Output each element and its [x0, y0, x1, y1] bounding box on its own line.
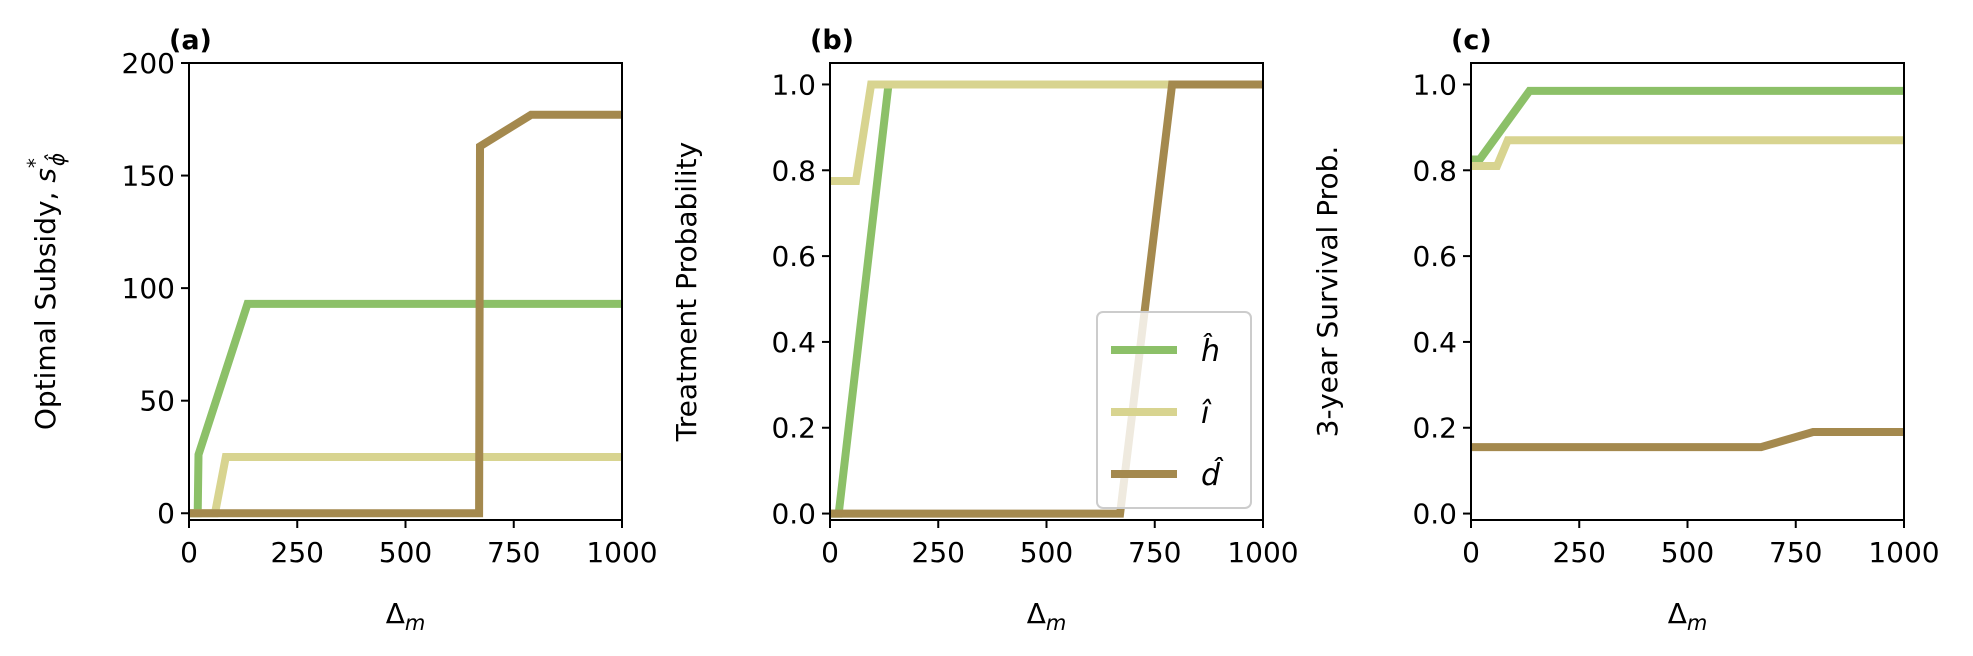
x-axis-label-sub: m [405, 611, 425, 635]
y-tick-label: 50 [139, 385, 175, 418]
series-line-d [189, 110, 622, 518]
panel-label: (b) [810, 25, 854, 56]
panel-label: (c) [1451, 25, 1492, 56]
x-axis-label-sub: m [1687, 611, 1707, 635]
x-tick-label: 750 [487, 536, 540, 569]
x-tick-label: 500 [379, 536, 432, 569]
x-tick-label: 0 [1462, 536, 1480, 569]
y-tick-label: 0.6 [1412, 240, 1457, 273]
series-line-i [1471, 136, 1904, 170]
panel-1: 0 250 500 750 1000 0 50 100 150 200(a) Δm Optimal S… [23, 25, 658, 635]
y-axis-label: 3-year Survival Prob. [1311, 146, 1344, 438]
y-tick-label: 0.2 [771, 412, 816, 445]
y-tick-label: 0.8 [1412, 154, 1457, 187]
x-axis-label: Δm [386, 597, 426, 635]
legend-label-d: d̂ [1201, 457, 1224, 493]
y-tick-label: 0.0 [1412, 498, 1457, 531]
x-axis-label-main: Δ [386, 597, 405, 630]
x-tick-label: 1000 [1868, 536, 1939, 569]
legend: ĥî d̂ [1096, 311, 1252, 509]
y-tick-label: 0.4 [771, 326, 816, 359]
y-tick-label: 100 [122, 272, 175, 305]
legend-label-i: î [1201, 396, 1212, 431]
series-line-d [830, 80, 1263, 518]
x-axis-label-sub: m [1046, 611, 1066, 635]
series-line-h [1471, 86, 1904, 164]
x-axis-label: Δm [1668, 597, 1708, 635]
y-tick-label: 0.8 [771, 154, 816, 187]
series-line-d [1471, 428, 1904, 452]
y-axis-label: Optimal Subsidy, s*ϕ̂ [23, 153, 69, 430]
y-tick-label: 0 [157, 497, 175, 530]
series-line-i [830, 80, 1263, 185]
y-axis-label-var: s [29, 168, 62, 183]
y-tick-label: 200 [122, 47, 175, 80]
y-tick-label: 1.0 [1412, 68, 1457, 101]
y-axis-label-main: Treatment Probability [670, 142, 703, 442]
panel-2: 0 250 500 750 1000 0.0 0.2 0.4 0.6 0.8 1.0 (b) Δm Tre… [670, 25, 1299, 635]
x-axis-label-main: Δ [1668, 597, 1687, 630]
y-tick-label: 0.6 [771, 240, 816, 273]
x-axis-label: Δm [1027, 597, 1067, 635]
x-tick-label: 250 [271, 536, 324, 569]
x-tick-label: 1000 [586, 536, 657, 569]
x-tick-label: 750 [1769, 536, 1822, 569]
series-group [1471, 86, 1904, 452]
y-tick-label: 1.0 [771, 68, 816, 101]
x-tick-label: 500 [1020, 536, 1073, 569]
x-tick-label: 250 [1553, 536, 1606, 569]
x-tick-label: 0 [821, 536, 839, 569]
x-tick-label: 250 [912, 536, 965, 569]
y-axis-label-main: Optimal Subsidy, [29, 183, 62, 431]
x-tick-label: 500 [1661, 536, 1714, 569]
y-tick-label: 0.2 [1412, 412, 1457, 445]
x-tick-label: 1000 [1227, 536, 1298, 569]
series-group [189, 110, 622, 518]
y-axis-label-sup: * [23, 158, 47, 168]
y-tick-label: 150 [122, 160, 175, 193]
y-tick-label: 0.0 [771, 498, 816, 531]
panel-label: (a) [169, 25, 212, 56]
y-axis-label: Treatment Probability [670, 142, 703, 442]
y-tick-label: 0.4 [1412, 326, 1457, 359]
x-tick-label: 750 [1128, 536, 1181, 569]
legend-label-h: ĥ [1201, 333, 1220, 369]
x-tick-label: 0 [180, 536, 198, 569]
x-axis-label-main: Δ [1027, 597, 1046, 630]
panel-3: 0 250 500 750 1000 0.0 0.2 0.4 0.6 0.8 1.0 (c) Δm 3-y… [1311, 25, 1940, 635]
y-axis-label-sub: ϕ̂ [44, 153, 69, 166]
y-axis-label-main: 3-year Survival Prob. [1311, 146, 1344, 438]
series-group [830, 80, 1263, 518]
